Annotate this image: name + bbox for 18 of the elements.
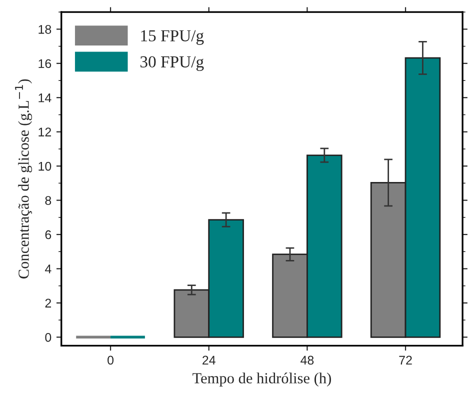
y-tick-label: 6 — [45, 230, 52, 240]
y-tick-label: 8 — [45, 196, 52, 205]
y-tick-label: 14 — [38, 94, 52, 102]
y-tick-label: 10 — [38, 162, 52, 171]
y-tick-label: 18 — [38, 24, 52, 34]
x-axis-title: Tempo de hidrólise (h) — [192, 372, 331, 387]
y-tick-label: 16 — [38, 59, 52, 68]
y-axis-title: Concentração de glicose (g.L$^{−1}$) — [15, 79, 32, 278]
x-tick-label: 0 — [108, 356, 114, 365]
y-tick-label: 12 — [38, 128, 52, 136]
x-tick-label: 24 — [202, 356, 216, 364]
legend-label: 30 FPU/g — [140, 56, 204, 71]
y-tick-label: 2 — [45, 298, 52, 308]
x-tick-label: 72 — [399, 356, 412, 364]
legend-label: 15 FPU/g — [141, 30, 204, 45]
y-tick-label: 0 — [45, 332, 52, 342]
x-tick-label: 48 — [300, 356, 314, 365]
y-tick-label: 4 — [44, 264, 52, 274]
